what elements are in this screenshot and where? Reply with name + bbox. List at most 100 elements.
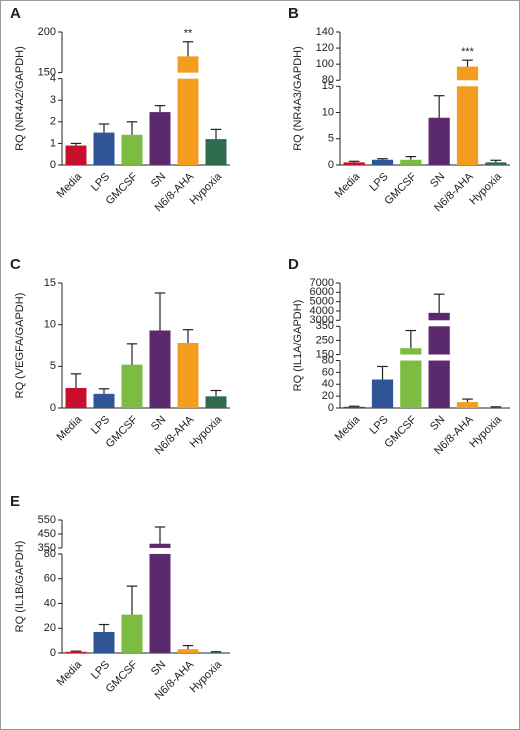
bar	[205, 396, 227, 408]
y-tick-label: 5000	[310, 296, 334, 308]
y-tick-label: 150	[38, 67, 56, 79]
y-tick-label: 40	[322, 378, 334, 390]
x-tick-label: SN	[428, 171, 447, 190]
bar	[428, 326, 450, 355]
bar	[93, 631, 115, 653]
x-tick-label: GMCSF	[382, 171, 419, 208]
y-tick-label: 250	[316, 334, 334, 346]
bar	[428, 360, 450, 408]
y-tick-label: 3	[50, 94, 56, 106]
y-tick-label: 0	[50, 159, 56, 171]
y-tick-label: 100	[316, 58, 334, 70]
x-tick-label: GMCSF	[104, 171, 141, 208]
y-tick-label: 80	[322, 354, 334, 366]
bar	[205, 139, 227, 165]
x-tick-label: Hypoxia	[188, 170, 225, 207]
bar	[456, 86, 479, 165]
x-tick-label: LPS	[89, 659, 112, 682]
significance: **	[184, 28, 193, 40]
x-tick-label: Media	[333, 170, 363, 200]
y-tick-label: 2	[50, 116, 56, 128]
y-tick-label: 200	[38, 26, 56, 38]
x-tick-label: Hypoxia	[467, 413, 504, 450]
y-tick-label: 140	[316, 26, 334, 38]
x-tick-label: LPS	[367, 414, 390, 437]
y-tick-label: 20	[322, 390, 334, 402]
bar	[149, 112, 171, 165]
bar	[149, 553, 171, 653]
bar	[177, 78, 199, 165]
bar	[121, 134, 143, 165]
x-tick-label: Hypoxia	[188, 658, 225, 695]
y-tick-label: 15	[44, 277, 56, 289]
bar	[456, 66, 479, 81]
y-tick-label: 550	[38, 514, 56, 526]
bar	[121, 364, 143, 408]
y-axis-label: RQ (VEGFA/GAPDH)	[14, 293, 26, 399]
y-tick-label: 450	[38, 528, 56, 540]
x-tick-label: GMCSF	[104, 659, 141, 696]
y-tick-label: 60	[322, 366, 334, 378]
x-tick-label: GMCSF	[382, 414, 419, 451]
y-tick-label: 120	[316, 42, 334, 54]
bar	[400, 159, 422, 165]
x-tick-label: SN	[428, 414, 447, 433]
y-tick-label: 4000	[310, 305, 334, 317]
bar	[343, 406, 365, 408]
y-tick-label: 5	[50, 360, 56, 372]
y-axis-label: RQ (IL1A/GAPDH)	[292, 300, 304, 392]
y-tick-label: 0	[50, 647, 56, 659]
y-tick-label: 350	[316, 320, 334, 332]
bar	[177, 343, 199, 408]
x-tick-label: SN	[149, 414, 168, 433]
bar	[149, 543, 171, 548]
y-tick-label: 4	[50, 73, 56, 85]
x-tick-label: GMCSF	[104, 414, 141, 451]
y-axis-label: RQ (NR4A3/GAPDH)	[292, 46, 304, 151]
y-tick-label: 1	[50, 137, 56, 149]
y-axis-label: RQ (IL1B/GAPDH)	[14, 541, 26, 633]
y-tick-label: 0	[328, 159, 334, 171]
y-tick-label: 7000	[310, 277, 334, 289]
bar	[400, 348, 422, 355]
y-tick-label: 60	[44, 573, 56, 585]
x-tick-label: Hypoxia	[188, 413, 225, 450]
bar	[371, 159, 394, 165]
bar	[65, 651, 87, 653]
bar	[93, 393, 115, 408]
bar	[177, 649, 199, 653]
x-tick-label: Media	[54, 413, 84, 443]
bar	[121, 614, 143, 653]
bar	[65, 145, 87, 165]
bar	[177, 56, 199, 73]
y-axis-label: RQ (NR4A2/GAPDH)	[14, 46, 26, 151]
y-tick-label: 6000	[310, 286, 334, 298]
x-tick-label: LPS	[89, 171, 112, 194]
y-tick-label: 40	[44, 597, 56, 609]
y-tick-label: 20	[44, 622, 56, 634]
x-tick-label: Hypoxia	[467, 170, 504, 207]
bar	[343, 162, 365, 165]
x-tick-label: Media	[333, 413, 363, 443]
x-tick-label: SN	[149, 171, 168, 190]
y-tick-label: 15	[322, 80, 334, 92]
x-tick-label: LPS	[89, 414, 112, 437]
y-tick-label: 150	[316, 348, 334, 360]
y-tick-label: 0	[50, 402, 56, 414]
bar	[485, 407, 507, 408]
y-tick-label: 5	[328, 133, 334, 145]
bar	[65, 388, 87, 408]
y-tick-label: 3000	[310, 314, 334, 326]
bar	[400, 360, 422, 408]
x-tick-label: Media	[54, 170, 84, 200]
bar	[205, 652, 227, 653]
x-tick-label: Media	[54, 658, 84, 688]
x-tick-label: LPS	[367, 171, 390, 194]
y-tick-label: 350	[38, 542, 56, 554]
bar	[428, 117, 450, 165]
bar	[149, 330, 171, 408]
x-tick-label: SN	[149, 659, 168, 678]
bar	[371, 379, 394, 408]
panel-letter: D	[288, 256, 299, 273]
